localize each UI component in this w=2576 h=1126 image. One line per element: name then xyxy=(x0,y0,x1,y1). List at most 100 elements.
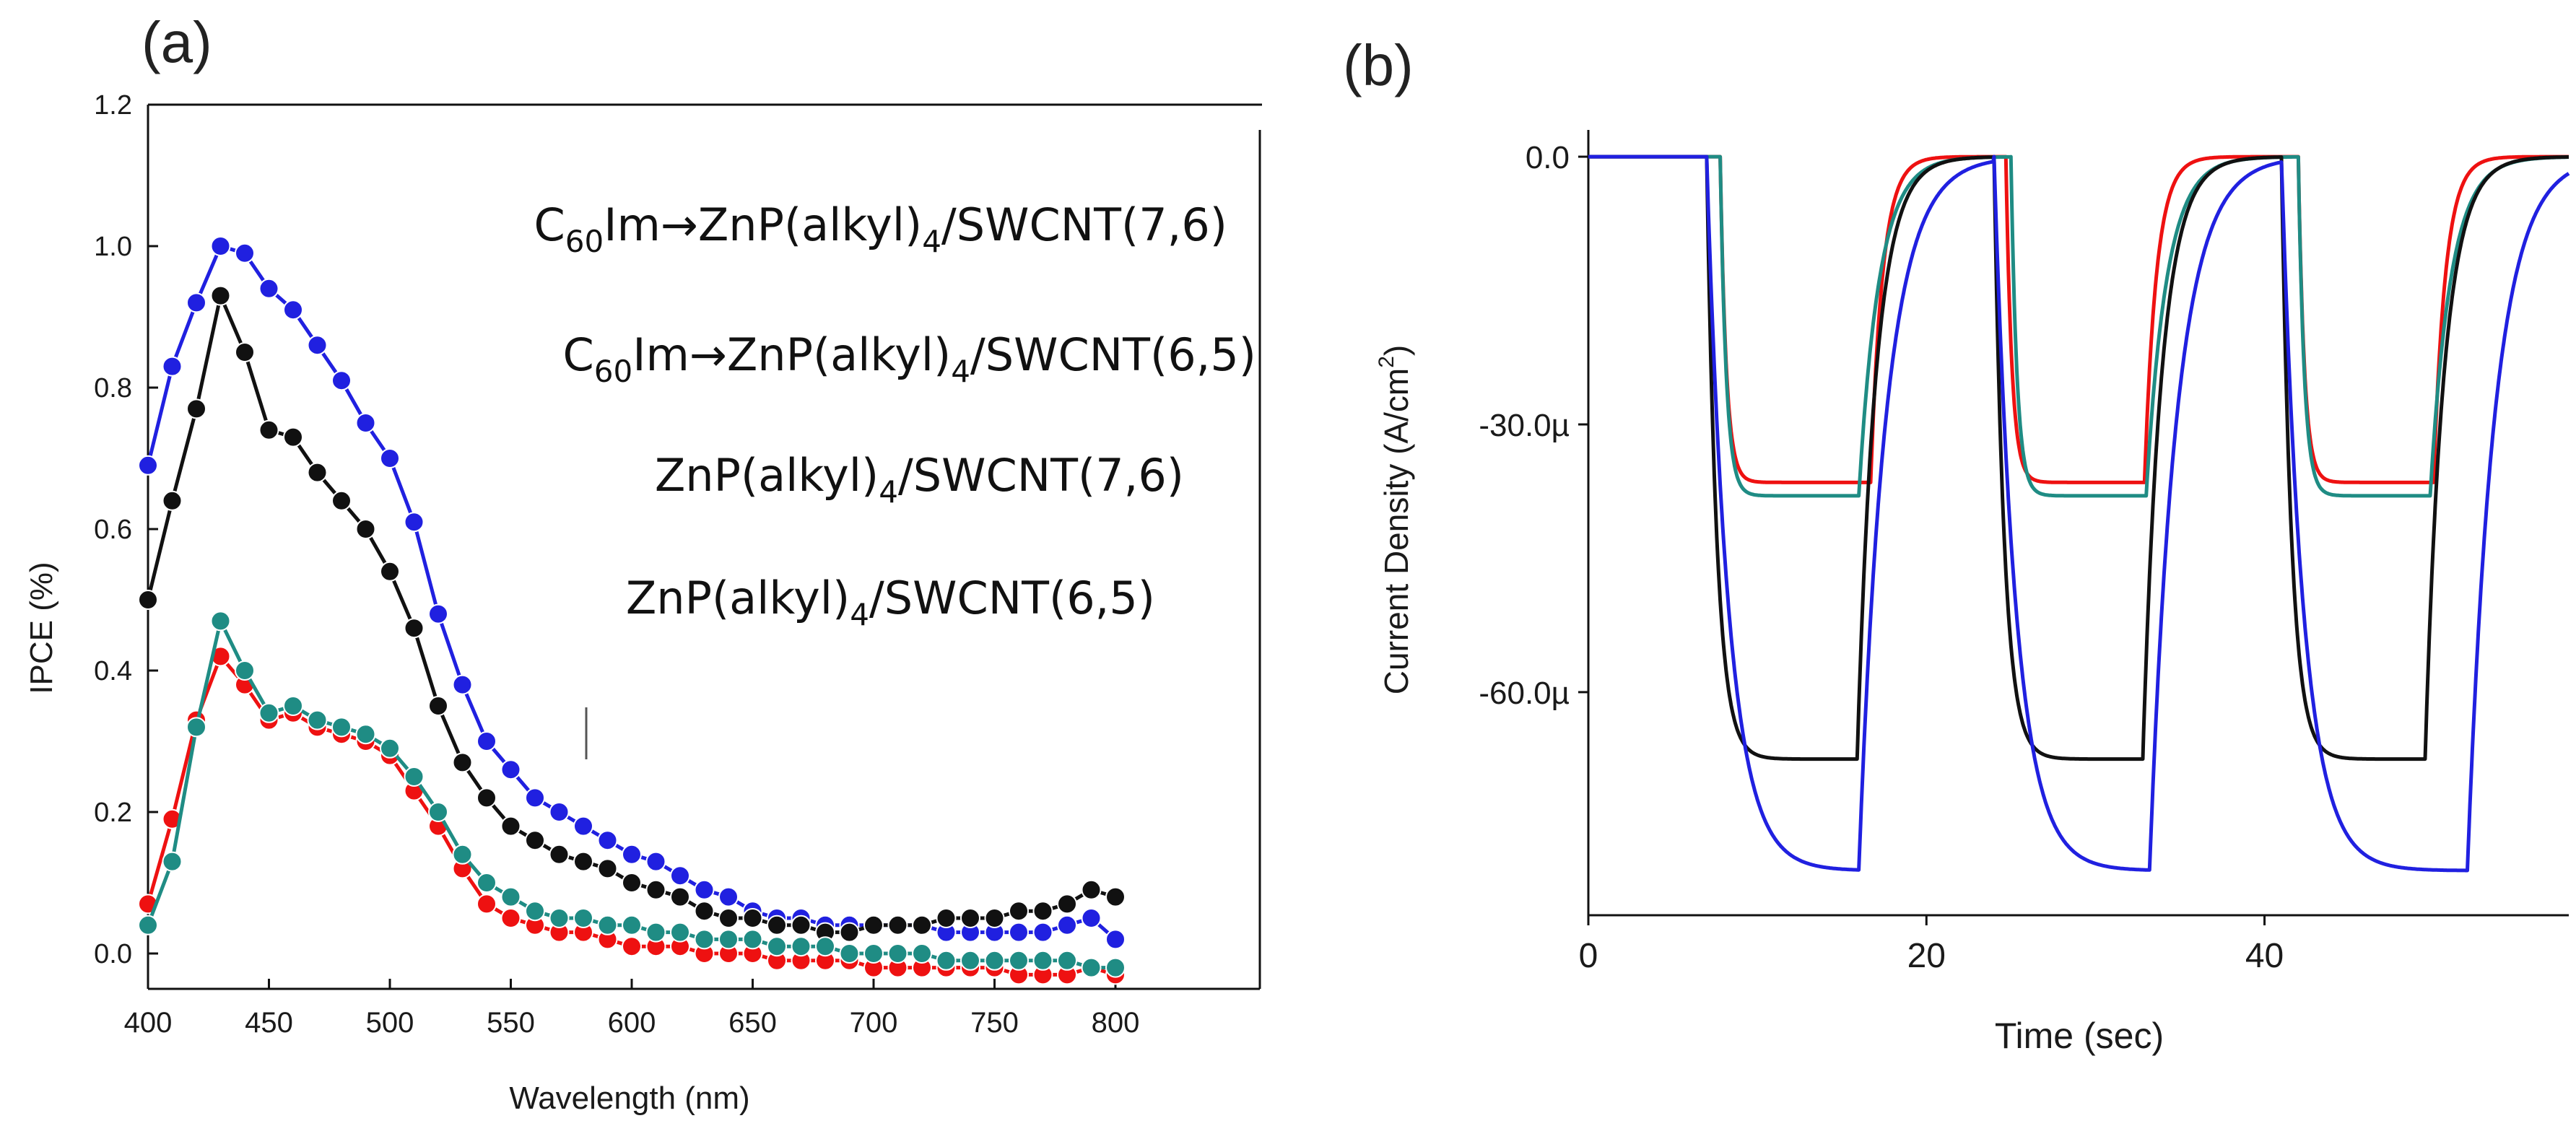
panel-a-point-0-16 xyxy=(525,787,545,808)
panel-a-point-1-26 xyxy=(767,915,787,935)
panel-a-legend-part-1-0: C xyxy=(562,328,593,381)
panel-a-point-1-4 xyxy=(235,342,255,362)
panel-a-point-0-39 xyxy=(1081,908,1102,928)
panel-a-series-1 xyxy=(138,285,1126,943)
panel-a-point-1-13 xyxy=(452,752,473,773)
panel-a-point-1-35 xyxy=(984,908,1005,928)
panel-a-point-1-1 xyxy=(162,490,183,511)
panel-a-legend-entry-2: ZnP(alkyl)4/SWCNT(7,6) xyxy=(655,449,1184,510)
panel-b-y-axis-title: Current Density (A/cm2) xyxy=(1375,345,1415,694)
panel-b-y-axis-title-main: Current Density (A/cm xyxy=(1378,368,1415,694)
panel-b-series-line-3 xyxy=(1587,154,2570,873)
panel-a-legend-part-2-4: /SWCNT(7,6) xyxy=(898,449,1184,502)
panel-a-point-0-3 xyxy=(210,236,231,256)
panel-a-series xyxy=(138,236,1126,985)
panel-a-point-1-31 xyxy=(887,915,908,935)
panel-b-series xyxy=(1587,154,2570,873)
panel-a-y-axis-title: IPCE (%) xyxy=(24,562,59,694)
panel-b-y-tick-label-1: -30.0µ xyxy=(1479,408,1570,443)
panel-a-legend-part-0-4: /SWCNT(7,6) xyxy=(941,198,1227,251)
panel-a-point-0-0 xyxy=(138,455,158,476)
panel-a-point-3-1 xyxy=(162,851,183,872)
panel-b-y-axis-title-sup: 2 xyxy=(1375,356,1398,368)
panel-a-point-3-22 xyxy=(670,922,690,943)
panel-a-point-3-33 xyxy=(936,950,957,971)
panel-a-point-1-30 xyxy=(863,915,884,935)
panel-a-point-3-6 xyxy=(283,696,303,716)
panel-a-y-tick-label-1: 0.2 xyxy=(94,798,132,828)
panel-a-point-1-23 xyxy=(694,901,715,922)
panel-a-legend-part-1-4: /SWCNT(6,5) xyxy=(970,328,1256,381)
panel-a-point-0-9 xyxy=(355,413,376,433)
panel-a-point-1-34 xyxy=(960,908,980,928)
panel-a-point-1-14 xyxy=(477,787,497,808)
panel-a-x-tick-label-6: 700 xyxy=(850,1007,898,1039)
panel-a-y-tick-label-4: 0.8 xyxy=(94,373,132,403)
panel-a-point-0-18 xyxy=(573,816,593,837)
panel-a-point-1-27 xyxy=(791,915,811,935)
panel-a-legend-entry-0: C60Im→ZnP(alkyl)4/SWCNT(7,6) xyxy=(534,198,1227,259)
panel-a-point-0-17 xyxy=(549,802,570,822)
panel-a-point-3-13 xyxy=(452,844,473,865)
panel-a-point-1-6 xyxy=(283,427,303,448)
panel-b-series-line-2 xyxy=(1587,154,2570,761)
panel-a-point-3-16 xyxy=(525,901,545,922)
panel-a-x-tick-label-4: 600 xyxy=(608,1007,656,1039)
panel-a-point-3-40 xyxy=(1105,957,1126,978)
panel-a-point-3-19 xyxy=(597,915,618,935)
panel-a-point-3-21 xyxy=(645,922,666,943)
panel-a-point-3-24 xyxy=(718,929,739,950)
panel-a-point-3-8 xyxy=(331,717,352,738)
panel-a-point-1-16 xyxy=(525,830,545,851)
panel-b-series-line-0 xyxy=(1587,154,2570,484)
panel-a-point-3-9 xyxy=(355,724,376,745)
panel-a-point-0-23 xyxy=(694,879,715,900)
panel-a-legend-entry-1: C60Im→ZnP(alkyl)4/SWCNT(6,5) xyxy=(562,328,1256,389)
panel-a-x-tick-label-2: 500 xyxy=(366,1007,414,1039)
panel-a-point-3-38 xyxy=(1057,950,1077,971)
panel-a-point-0-12 xyxy=(428,603,448,624)
panel-a: 400 450 500 550 600 650 700 750 800 0.0 0.2 0.4 0.6… xyxy=(24,90,1262,1116)
panel-a-point-3-36 xyxy=(1009,950,1029,971)
panel-b-x-ticks: 0 20 40 xyxy=(1579,915,2284,975)
panel-a-point-0-6 xyxy=(283,300,303,320)
panel-a-point-3-29 xyxy=(839,943,860,964)
panel-a-point-3-27 xyxy=(791,936,811,957)
panel-a-legend-part-3-4: /SWCNT(6,5) xyxy=(869,572,1155,624)
panel-a-point-1-20 xyxy=(622,873,642,893)
panel-a-legend-part-1-2: Im→ZnP(alkyl) xyxy=(632,328,951,381)
panel-a-point-1-5 xyxy=(258,419,279,440)
panel-a-point-3-14 xyxy=(477,873,497,893)
panel-a-point-0-19 xyxy=(597,830,618,851)
panel-b-label: (b) xyxy=(1343,33,1414,97)
panel-a-point-0-10 xyxy=(380,448,400,468)
panel-a-x-tick-label-8: 800 xyxy=(1092,1007,1140,1039)
panel-a-legend-part-3-2: ZnP(alkyl) xyxy=(626,572,850,624)
panel-a-legend-part-3-3: 4 xyxy=(850,597,869,632)
panel-a-point-3-5 xyxy=(258,702,279,723)
panel-a-x-ticks: 400 450 500 550 600 650 700 750 800 xyxy=(124,979,1140,1039)
panel-a-point-1-32 xyxy=(912,915,932,935)
panel-a-x-axis-title: Wavelength (nm) xyxy=(509,1081,749,1116)
panel-a-point-1-25 xyxy=(742,908,763,928)
panel-a-y-tick-label-5: 1.0 xyxy=(94,232,132,262)
panel-a-point-3-31 xyxy=(887,943,908,964)
panel-a-label: (a) xyxy=(142,10,212,74)
panel-a-point-0-21 xyxy=(645,851,666,872)
panel-a-point-1-2 xyxy=(186,398,206,419)
panel-a-point-3-3 xyxy=(210,611,231,632)
panel-a-point-0-15 xyxy=(500,759,521,780)
panel-a-series-3 xyxy=(138,611,1126,978)
panel-a-point-1-37 xyxy=(1032,901,1053,922)
panel-a-point-1-0 xyxy=(138,590,158,610)
panel-a-point-3-28 xyxy=(815,936,835,957)
panel-a-point-3-23 xyxy=(694,929,715,950)
panel-a-point-1-17 xyxy=(549,844,570,865)
panel-b-y-tick-label-2: -60.0µ xyxy=(1479,676,1570,711)
panel-a-point-0-4 xyxy=(235,243,255,263)
panel-a-point-2-15 xyxy=(500,908,521,928)
panel-a-point-1-3 xyxy=(210,285,231,306)
panel-a-point-3-4 xyxy=(235,660,255,681)
panel-a-point-1-15 xyxy=(500,816,521,837)
panel-a-point-1-39 xyxy=(1081,879,1102,900)
